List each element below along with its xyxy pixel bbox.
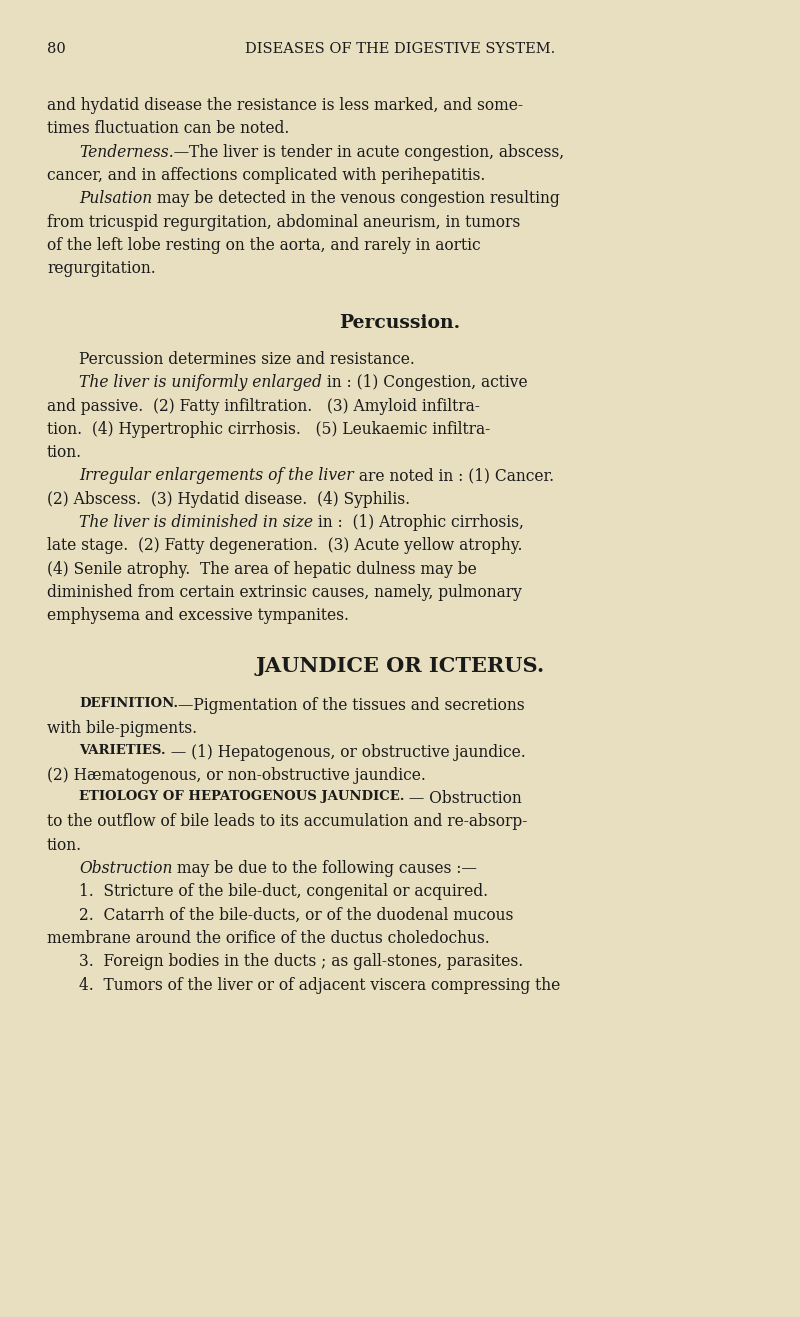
Text: 3.  Foreign bodies in the ducts ; as gall-stones, parasites.: 3. Foreign bodies in the ducts ; as gall… xyxy=(79,954,523,971)
Text: in :  (1) Atrophic cirrhosis,: in : (1) Atrophic cirrhosis, xyxy=(313,514,524,531)
Text: ETIOLOGY OF HEPATOGENOUS JAUNDICE.: ETIOLOGY OF HEPATOGENOUS JAUNDICE. xyxy=(79,790,405,803)
Text: The liver is uniformly enlarged: The liver is uniformly enlarged xyxy=(79,374,322,391)
Text: membrane around the orifice of the ductus choledochus.: membrane around the orifice of the ductu… xyxy=(47,930,490,947)
Text: in : (1) Congestion, active: in : (1) Congestion, active xyxy=(322,374,527,391)
Text: Tenderness.—: Tenderness.— xyxy=(79,144,189,161)
Text: tion.: tion. xyxy=(47,836,82,853)
Text: — (1) Hepatogenous, or obstructive jaundice.: — (1) Hepatogenous, or obstructive jaund… xyxy=(166,744,526,761)
Text: times fluctuation can be noted.: times fluctuation can be noted. xyxy=(47,120,290,137)
Text: The liver is tender in acute congestion, abscess,: The liver is tender in acute congestion,… xyxy=(189,144,564,161)
Text: diminished from certain extrinsic causes, namely, pulmonary: diminished from certain extrinsic causes… xyxy=(47,583,522,601)
Text: cancer, and in affections complicated with perihepatitis.: cancer, and in affections complicated wi… xyxy=(47,167,486,184)
Text: 1.  Stricture of the bile-duct, congenital or acquired.: 1. Stricture of the bile-duct, congenita… xyxy=(79,884,488,901)
Text: to the outflow of bile leads to its accumulation and re-absorp-: to the outflow of bile leads to its accu… xyxy=(47,814,527,831)
Text: with bile-pigments.: with bile-pigments. xyxy=(47,720,197,738)
Text: may be due to the following causes :—: may be due to the following causes :— xyxy=(173,860,478,877)
Text: are noted in : (1) Cancer.: are noted in : (1) Cancer. xyxy=(354,468,554,485)
Text: (2) Abscess.  (3) Hydatid disease.  (4) Syphilis.: (2) Abscess. (3) Hydatid disease. (4) Sy… xyxy=(47,491,410,508)
Text: (4) Senile atrophy.  The area of hepatic dulness may be: (4) Senile atrophy. The area of hepatic … xyxy=(47,561,477,578)
Text: tion.  (4) Hypertrophic cirrhosis.   (5) Leukaemic infiltra-: tion. (4) Hypertrophic cirrhosis. (5) Le… xyxy=(47,421,490,437)
Text: may be detected in the venous congestion resulting: may be detected in the venous congestion… xyxy=(152,190,560,207)
Text: DISEASES OF THE DIGESTIVE SYSTEM.: DISEASES OF THE DIGESTIVE SYSTEM. xyxy=(245,42,555,57)
Text: The liver is diminished in size: The liver is diminished in size xyxy=(79,514,313,531)
Text: of the left lobe resting on the aorta, and rarely in aortic: of the left lobe resting on the aorta, a… xyxy=(47,237,481,254)
Text: late stage.  (2) Fatty degeneration.  (3) Acute yellow atrophy.: late stage. (2) Fatty degeneration. (3) … xyxy=(47,537,522,554)
Text: Pulsation: Pulsation xyxy=(79,190,152,207)
Text: 80: 80 xyxy=(47,42,66,57)
Text: regurgitation.: regurgitation. xyxy=(47,259,156,277)
Text: Percussion.: Percussion. xyxy=(339,313,461,332)
Text: JAUNDICE OR ICTERUS.: JAUNDICE OR ICTERUS. xyxy=(255,656,545,676)
Text: (2) Hæmatogenous, or non-obstructive jaundice.: (2) Hæmatogenous, or non-obstructive jau… xyxy=(47,766,426,784)
Text: 2.  Catarrh of the bile-ducts, or of the duodenal mucous: 2. Catarrh of the bile-ducts, or of the … xyxy=(79,906,514,923)
Text: 4.  Tumors of the liver or of adjacent viscera compressing the: 4. Tumors of the liver or of adjacent vi… xyxy=(79,977,560,993)
Text: VARIETIES.: VARIETIES. xyxy=(79,744,166,756)
Text: Obstruction: Obstruction xyxy=(79,860,173,877)
Text: — Obstruction: — Obstruction xyxy=(405,790,522,807)
Text: and hydatid disease the resistance is less marked, and some-: and hydatid disease the resistance is le… xyxy=(47,97,523,115)
Text: from tricuspid regurgitation, abdominal aneurism, in tumors: from tricuspid regurgitation, abdominal … xyxy=(47,213,520,230)
Text: Percussion determines size and resistance.: Percussion determines size and resistanc… xyxy=(79,350,415,367)
Text: Irregular enlargements of the liver: Irregular enlargements of the liver xyxy=(79,468,354,485)
Text: and passive.  (2) Fatty infiltration.   (3) Amyloid infiltra-: and passive. (2) Fatty infiltration. (3)… xyxy=(47,398,480,415)
Text: DEFINITION.: DEFINITION. xyxy=(79,697,178,710)
Text: —Pigmentation of the tissues and secretions: —Pigmentation of the tissues and secreti… xyxy=(178,697,525,714)
Text: emphysema and excessive tympanites.: emphysema and excessive tympanites. xyxy=(47,607,349,624)
Text: tion.: tion. xyxy=(47,444,82,461)
